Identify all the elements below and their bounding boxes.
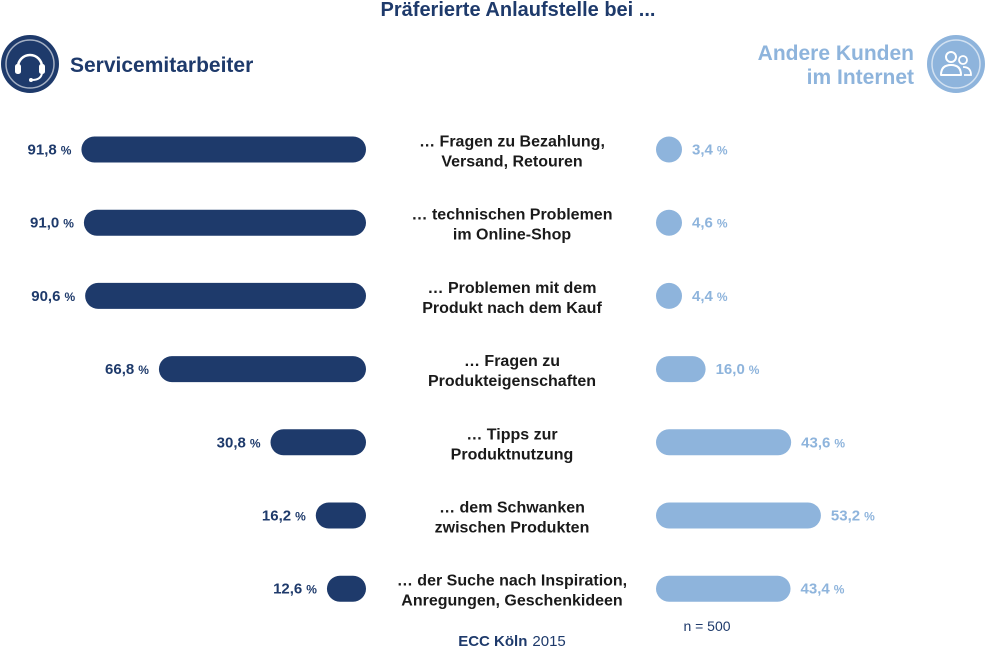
category-label-1-0: … technischen Problemen: [412, 207, 613, 224]
series-right-name-line1: Andere Kunden: [758, 42, 914, 65]
category-label-0-1: Versand, Retouren: [441, 154, 582, 171]
bar-left-3: [158, 356, 366, 383]
chart-rows: 91,8% … Fragen zu Bezahlung, Versand, Reto…: [28, 134, 876, 610]
category-label-6-0: … der Suche nach Inspiration,: [397, 573, 627, 590]
category-label-3-1: Produkteigenschaften: [428, 373, 596, 390]
value-label-left-3: 66,8%: [105, 361, 149, 378]
category-label-2-0: … Problemen mit dem: [428, 280, 597, 297]
bar-right-0: [656, 136, 682, 163]
value-label-left-1: 91,0%: [30, 215, 74, 232]
bar-right-4: [656, 429, 792, 456]
source-name: ECC Köln: [458, 633, 527, 650]
headset-icon: [1, 35, 59, 93]
value-label-left-4: 30,8%: [217, 434, 261, 451]
value-label-right-3: 16,0%: [716, 361, 760, 378]
series-left-name: Servicemitarbeiter: [70, 54, 253, 77]
bar-left-4: [270, 429, 366, 456]
category-label-2-1: Produkt nach dem Kauf: [422, 300, 602, 317]
source-year: 2015: [532, 633, 565, 650]
chart-title: Präferierte Anlaufstelle bei ...: [381, 0, 656, 21]
series-right-name-line2: im Internet: [807, 66, 914, 89]
sample-size-note: n = 500: [683, 618, 730, 634]
category-label-4-0: … Tipps zur: [466, 426, 557, 443]
value-label-right-2: 4,4%: [692, 288, 728, 305]
bar-left-0: [81, 136, 367, 163]
bar-right-2: [656, 282, 682, 309]
value-label-right-4: 43,6%: [801, 434, 845, 451]
value-label-left-2: 90,6%: [31, 288, 75, 305]
value-label-right-5: 53,2%: [831, 508, 875, 525]
value-label-right-1: 4,6%: [692, 215, 728, 232]
category-label-1-1: im Online-Shop: [453, 227, 571, 244]
category-label-3-0: … Fragen zu: [464, 353, 560, 370]
source-note: ECC Köln 2015: [458, 633, 566, 650]
value-label-right-6: 43,4%: [801, 581, 845, 598]
bar-right-5: [656, 502, 821, 529]
bar-right-1: [656, 209, 682, 236]
bar-left-1: [83, 209, 367, 236]
bar-left-6: [326, 575, 366, 602]
value-label-left-6: 12,6%: [273, 581, 317, 598]
value-label-left-5: 16,2%: [262, 508, 306, 525]
bar-right-6: [656, 575, 791, 602]
category-label-6-1: Anregungen, Geschenkideen: [401, 593, 622, 610]
category-label-5-1: zwischen Produkten: [435, 520, 590, 537]
people-icon: [927, 35, 985, 93]
bar-right-3: [656, 356, 706, 383]
bar-left-2: [85, 282, 366, 309]
category-label-0-0: … Fragen zu Bezahlung,: [419, 134, 605, 151]
bar-left-5: [315, 502, 366, 529]
category-label-4-1: Produktnutzung: [451, 446, 574, 463]
category-label-5-0: … dem Schwanken: [439, 500, 585, 517]
value-label-left-0: 91,8%: [28, 142, 72, 159]
value-label-right-0: 3,4%: [692, 142, 728, 159]
